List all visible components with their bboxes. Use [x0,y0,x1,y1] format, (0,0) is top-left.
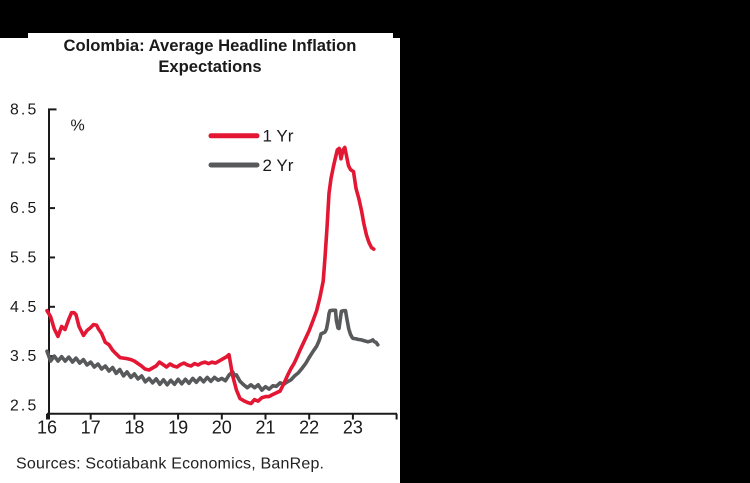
svg-text:7.5: 7.5 [10,151,39,168]
svg-text:2.5: 2.5 [10,398,39,415]
svg-text:5.5: 5.5 [10,249,39,266]
svg-text:Sources: Scotiabank Economics,: Sources: Scotiabank Economics, BanRep. [16,456,324,473]
svg-text:18: 18 [124,418,144,438]
svg-text:%: % [71,118,85,135]
svg-text:19: 19 [168,418,188,438]
svg-text:8.5: 8.5 [10,101,39,118]
svg-text:2 Yr: 2 Yr [263,156,294,175]
svg-text:3.5: 3.5 [10,348,39,365]
svg-text:4.5: 4.5 [10,299,39,316]
svg-text:6.5: 6.5 [10,200,39,217]
svg-text:1 Yr: 1 Yr [263,127,294,146]
svg-text:21: 21 [255,418,275,438]
svg-text:23: 23 [343,418,363,438]
svg-text:16: 16 [37,418,57,438]
svg-text:20: 20 [212,418,232,438]
svg-text:17: 17 [81,418,101,438]
svg-text:22: 22 [299,418,319,438]
